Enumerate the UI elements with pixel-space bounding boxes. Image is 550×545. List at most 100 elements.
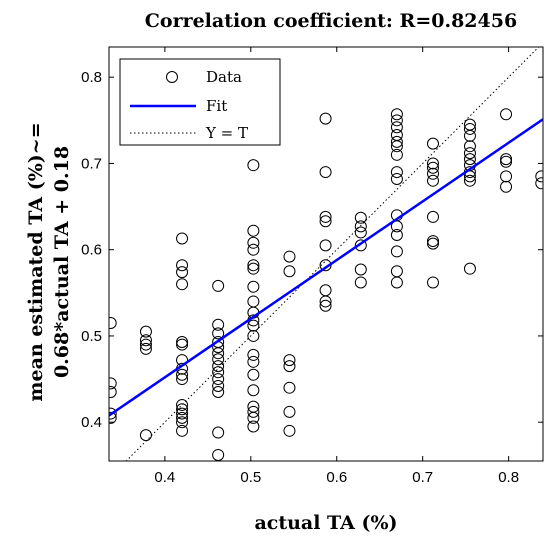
y-tick-label: 0.4 — [81, 414, 102, 431]
x-tick-label: 0.7 — [412, 469, 433, 486]
data-point — [390, 108, 403, 121]
data-point — [212, 448, 225, 461]
data-point — [354, 276, 367, 289]
data-point — [426, 167, 439, 180]
data-point — [354, 263, 367, 276]
data-point — [500, 170, 513, 183]
legend: Data Fit Y = T — [119, 58, 281, 146]
legend-data-marker — [166, 71, 178, 83]
data-point — [354, 239, 367, 252]
data-point — [283, 424, 296, 437]
data-point — [247, 348, 260, 361]
data-point — [283, 381, 296, 394]
data-point — [109, 407, 117, 420]
data-point — [390, 128, 403, 141]
data-point — [139, 338, 152, 351]
y-tick-label: 0.6 — [81, 242, 102, 259]
data-point — [283, 405, 296, 418]
data-point — [426, 237, 439, 250]
legend-box — [119, 58, 281, 146]
data-point — [283, 360, 296, 373]
data-point — [463, 153, 476, 166]
data-point — [247, 405, 260, 418]
data-point — [319, 112, 332, 125]
data-point — [390, 172, 403, 185]
data-point — [500, 180, 513, 193]
data-point — [212, 366, 225, 379]
data-point — [212, 373, 225, 386]
data-point — [354, 226, 367, 239]
data-point — [354, 220, 367, 233]
data-point — [390, 220, 403, 233]
data-point — [500, 155, 513, 168]
data-point — [176, 338, 189, 351]
data-point — [319, 295, 332, 308]
data-point — [212, 279, 225, 292]
data-point — [176, 403, 189, 416]
data-point — [500, 153, 513, 166]
data-point — [390, 114, 403, 127]
data-point — [109, 411, 117, 424]
data-point — [426, 161, 439, 174]
data-point — [463, 140, 476, 153]
data-point — [390, 148, 403, 161]
data-point — [463, 129, 476, 142]
legend-label-identity: Y = T — [205, 124, 248, 142]
data-point — [283, 265, 296, 278]
data-point — [247, 420, 260, 433]
fit-line — [109, 118, 543, 417]
x-tick-label: 0.6 — [326, 469, 347, 486]
x-tick-label: 0.8 — [498, 469, 519, 486]
data-point — [212, 318, 225, 331]
data-point — [319, 166, 332, 179]
data-point — [109, 317, 117, 329]
data-point — [535, 170, 543, 183]
data-point — [247, 159, 260, 172]
data-point — [139, 429, 152, 442]
identity-line — [125, 47, 540, 461]
axis-ticks: 0.4 0.5 0.6 0.7 0.8 0.4 0.5 0.6 0.7 0.8 — [81, 47, 543, 486]
data-point — [176, 368, 189, 381]
data-point — [319, 215, 332, 228]
data-point — [390, 229, 403, 242]
data-point — [176, 411, 189, 424]
y-axis-label-line-1: mean estimated TA (%)~= — [25, 122, 47, 401]
data-point — [247, 355, 260, 368]
fit-line-group — [109, 47, 543, 461]
data-point — [212, 426, 225, 439]
data-point — [247, 280, 260, 293]
x-axis-label: actual TA (%) — [254, 512, 397, 534]
data-point — [426, 157, 439, 170]
data-point — [283, 250, 296, 263]
data-point — [390, 121, 403, 134]
data-point — [283, 354, 296, 367]
data-point — [176, 407, 189, 420]
data-point — [319, 239, 332, 252]
data-point — [426, 174, 439, 187]
data-point — [109, 377, 117, 390]
legend-label-data: Data — [206, 68, 242, 86]
data-point — [535, 177, 543, 190]
plot-area-frame — [108, 46, 544, 462]
data-point — [176, 416, 189, 429]
data-point — [212, 327, 225, 340]
x-tick-label: 0.4 — [154, 469, 175, 486]
y-tick-label: 0.7 — [81, 155, 102, 172]
data-point — [247, 329, 260, 342]
data-point — [139, 334, 152, 347]
data-point — [426, 137, 439, 150]
data-point — [247, 411, 260, 424]
data-point — [463, 122, 476, 135]
data-point — [212, 353, 225, 366]
data-point — [390, 245, 403, 258]
data-point — [212, 379, 225, 392]
data-point — [247, 259, 260, 272]
data-point — [247, 224, 260, 237]
data-point — [247, 319, 260, 332]
data-point — [247, 262, 260, 275]
data-point — [247, 236, 260, 249]
data-point — [247, 295, 260, 308]
data-point — [247, 368, 260, 381]
y-tick-label: 0.8 — [81, 69, 102, 86]
data-point — [139, 342, 152, 355]
